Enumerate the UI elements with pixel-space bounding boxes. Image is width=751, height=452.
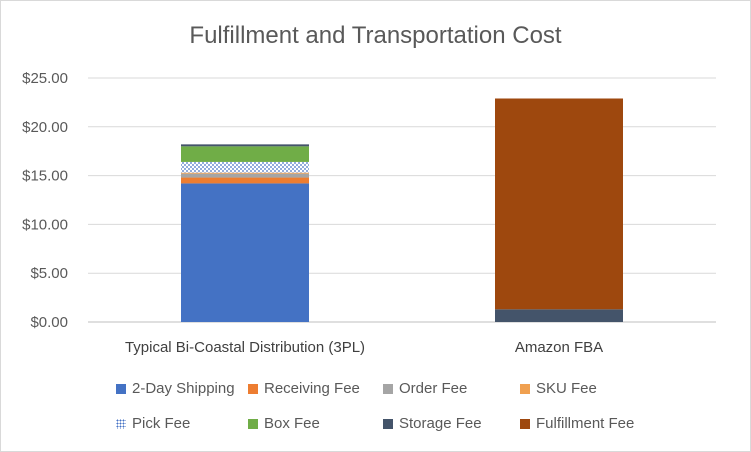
bar-segment-2-day-shipping [181,183,309,322]
bar-segment-pick-fee [181,161,309,173]
y-tick-label: $10.00 [22,216,68,233]
bar-segment-sku-fee [181,172,309,174]
y-tick-label: $25.00 [22,70,68,87]
bar-segment-receiving-fee [181,177,309,184]
y-tick-label: $20.00 [22,119,68,136]
y-tick-label: $5.00 [30,265,68,282]
bar-segment-order-fee [181,173,309,178]
bar-segment-box-fee [181,146,309,162]
y-tick-label: $0.00 [30,314,68,331]
chart-title: Fulfillment and Transportation Cost [189,22,562,49]
bar-segment-storage-fee [495,309,623,322]
bar-segment-storage-fee [181,144,309,147]
x-category-label: Typical Bi-Coastal Distribution (3PL) [124,339,366,356]
bar-segment-fulfillment-fee [495,98,623,310]
y-tick-label: $15.00 [22,168,68,185]
x-category-label: Amazon FBA [514,339,604,356]
